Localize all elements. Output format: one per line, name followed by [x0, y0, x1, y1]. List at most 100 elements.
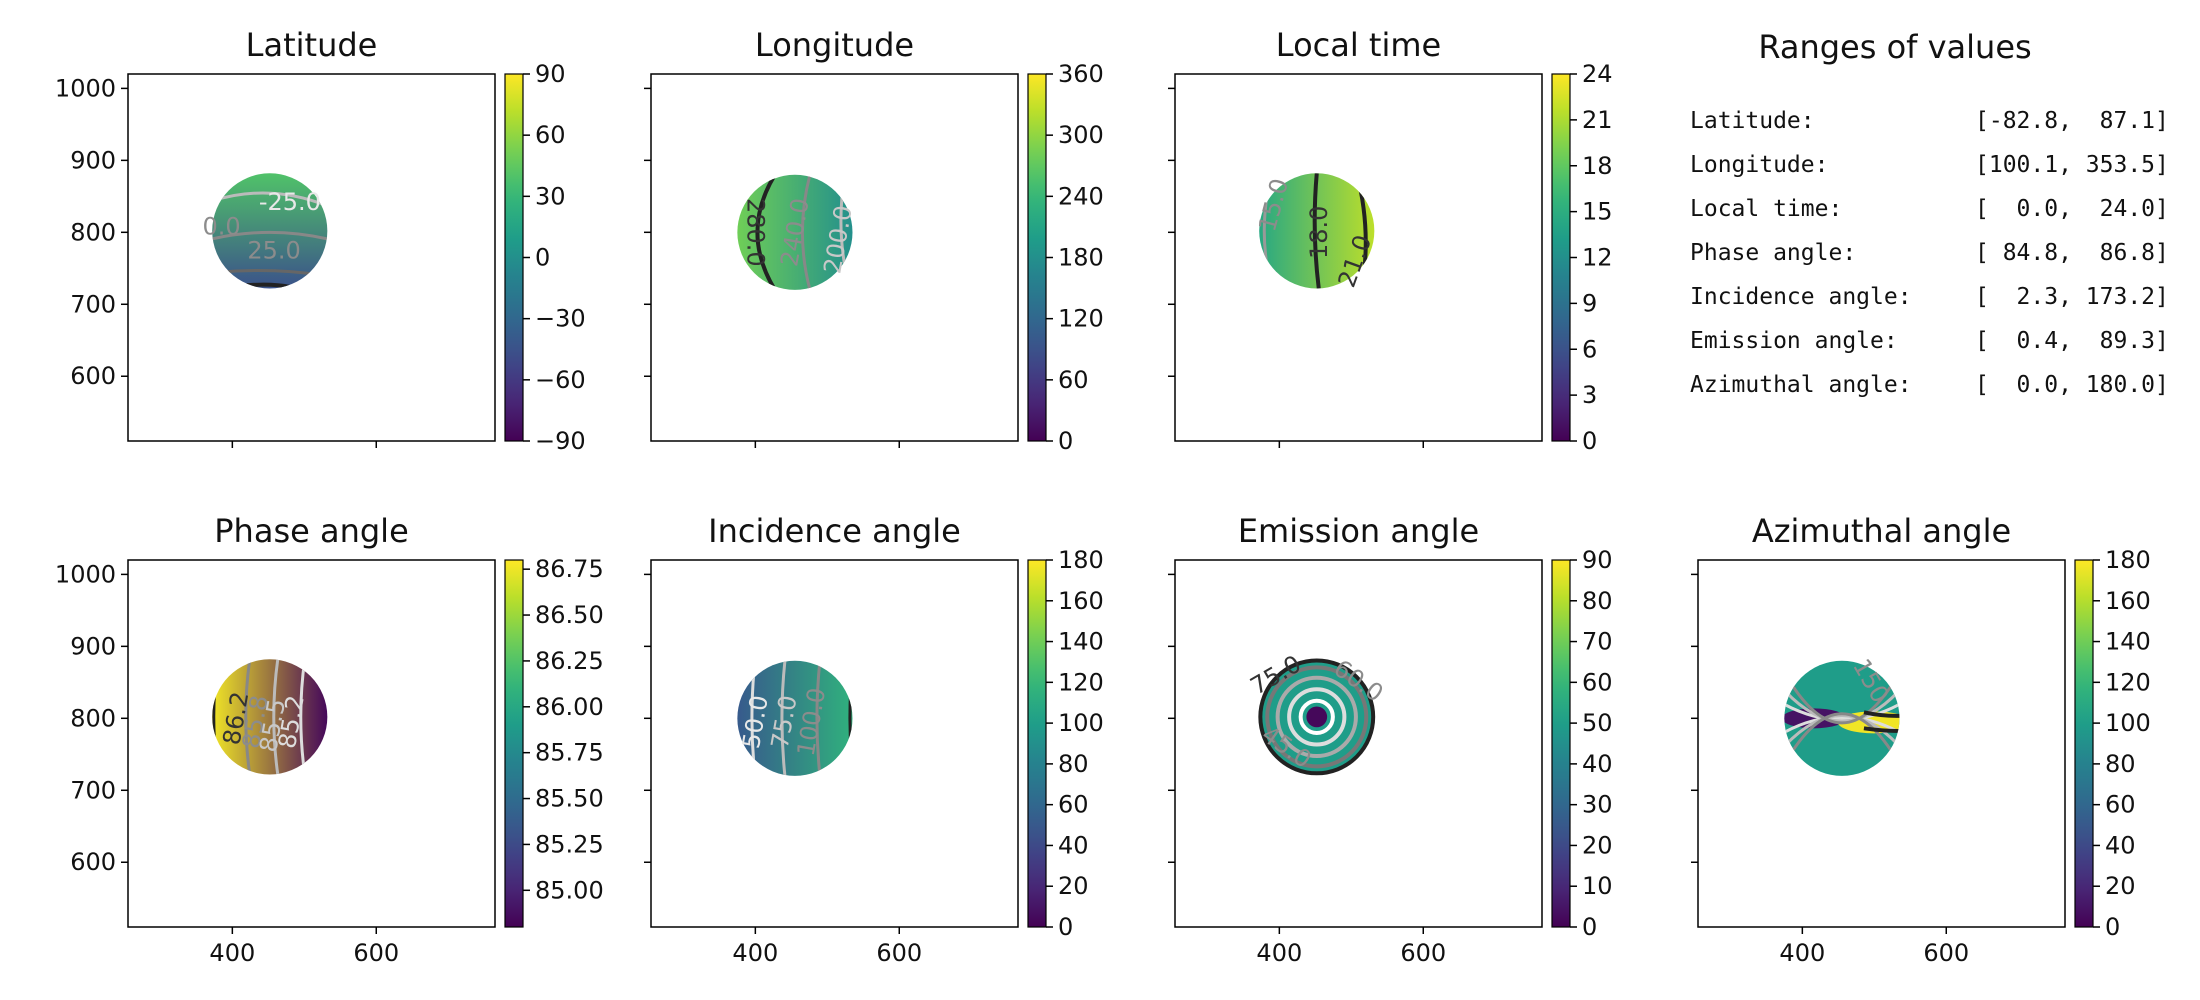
colorbar-tick-label: 100 — [2105, 709, 2151, 737]
colorbar — [1027, 559, 1047, 928]
colorbar-tick-label: 85.00 — [535, 876, 604, 904]
range-label: Longitude: — [1690, 152, 1829, 178]
x-tick-label: 400 — [1256, 939, 1302, 967]
contour-line — [1784, 712, 1900, 766]
colorbar-tick-label: 9 — [1582, 289, 1597, 317]
colorbar-tick-label: 40 — [2105, 831, 2136, 859]
colorbar-tick-label: 86.00 — [535, 693, 604, 721]
colorbar-tick-label: 15 — [1582, 198, 1613, 226]
ranges-title: Ranges of values — [1758, 28, 2032, 66]
y-tick-label: 800 — [70, 218, 116, 246]
colorbar-tick-label: 180 — [2105, 546, 2151, 574]
contour-line — [1312, 173, 1321, 289]
colorbar-tick-label: 6 — [1582, 335, 1597, 363]
disk-image — [212, 659, 328, 775]
y-tick-label: 1000 — [55, 560, 116, 588]
contour-line — [239, 282, 291, 289]
axes-frame — [1697, 559, 2066, 928]
colorbar-tick-label: 120 — [1058, 305, 1104, 333]
colorbar-tick-label: 80 — [2105, 750, 2136, 778]
emission-center — [1306, 706, 1328, 728]
range-value: [ 2.3, 173.2] — [1975, 284, 2169, 310]
colorbar — [1551, 73, 1571, 442]
colorbar-tick-label: 70 — [1582, 628, 1613, 656]
y-tick-label: 600 — [70, 362, 116, 390]
colorbar-tick-label: 40 — [1582, 750, 1613, 778]
range-row-incidence-angle: Incidence angle: [ 2.3, 173.2] — [1690, 284, 2190, 320]
colorbar-tick-label: −90 — [535, 427, 586, 455]
subplot-title: Longitude — [755, 26, 914, 64]
colorbar — [2074, 559, 2094, 928]
range-row-phase-angle: Phase angle: [ 84.8, 86.8] — [1690, 240, 2190, 276]
colorbar-tick-label: 90 — [535, 60, 566, 88]
y-tick-label: 900 — [70, 632, 116, 660]
axes-frame — [1174, 73, 1543, 442]
colorbar-tick-label: 60 — [2105, 791, 2136, 819]
colorbar-tick-label: 160 — [1058, 587, 1104, 615]
colorbar-tick-label: 85.25 — [535, 830, 604, 858]
x-tick-label: 600 — [1400, 939, 1446, 967]
colorbar-tick-label: 90 — [1582, 546, 1613, 574]
subplot-title: Latitude — [246, 26, 378, 64]
range-row-latitude: Latitude: [-82.8, 87.1] — [1690, 108, 2190, 144]
colorbar-tick-label: 30 — [535, 182, 566, 210]
colorbar-tick-label: 85.50 — [535, 785, 604, 813]
colorbar-tick-label: 60 — [535, 121, 566, 149]
range-label: Incidence angle: — [1690, 284, 1912, 310]
contour-label: 280.0 — [741, 198, 769, 267]
contour-line — [299, 659, 307, 775]
colorbar-tick-label: 86.75 — [535, 555, 604, 583]
colorbar-tick-label: 50 — [1582, 709, 1613, 737]
colorbar-tick-label: 160 — [2105, 587, 2151, 615]
colorbar-tick-label: 18 — [1582, 152, 1613, 180]
y-tick-label: 700 — [70, 290, 116, 318]
colorbar-tick-label: 24 — [1582, 60, 1613, 88]
colorbar-tick-label: 10 — [1582, 872, 1613, 900]
contour-label: 18.0 — [1305, 206, 1333, 259]
contour-line — [1265, 665, 1369, 769]
colorbar-tick-label: 80 — [1058, 750, 1089, 778]
colorbar-tick-label: 12 — [1582, 244, 1613, 272]
colorbar-tick-label: 100 — [1058, 709, 1104, 737]
colorbar-tick-label: 180 — [1058, 546, 1104, 574]
colorbar-tick-label: 140 — [2105, 628, 2151, 656]
range-label: Latitude: — [1690, 108, 1815, 134]
colorbar — [504, 73, 524, 442]
colorbar-tick-label: 0 — [535, 244, 550, 272]
contour-line — [272, 659, 280, 775]
subplot-title: Local time — [1276, 26, 1441, 64]
colorbar-tick-label: 140 — [1058, 628, 1104, 656]
y-tick-label: 600 — [70, 848, 116, 876]
subplot-title: Phase angle — [214, 512, 409, 550]
subplot-title: Emission angle — [1238, 512, 1479, 550]
colorbar-tick-label: 120 — [2105, 668, 2151, 696]
contour-line — [1784, 671, 1900, 725]
range-row-longitude: Longitude: [100.1, 353.5] — [1690, 152, 2190, 188]
colorbar-tick-label: 0 — [1058, 913, 1073, 941]
contour-line — [1275, 675, 1358, 759]
contour-label: 25.0 — [247, 236, 300, 264]
contour-line — [212, 191, 328, 208]
colorbar-tick-label: 240 — [1058, 182, 1104, 210]
subplot-title: Incidence angle — [708, 512, 961, 550]
axes-frame — [650, 559, 1019, 928]
colorbar-tick-label: 86.50 — [535, 601, 604, 629]
colorbar-tick-label: 0 — [1582, 427, 1597, 455]
y-tick-label: 900 — [70, 146, 116, 174]
contour-label: -25.0 — [259, 188, 321, 216]
contour-line — [1863, 710, 1900, 718]
azimuth-lobe-left — [1784, 708, 1846, 729]
x-tick-label: 600 — [1923, 939, 1969, 967]
range-label: Emission angle: — [1690, 328, 1898, 354]
subplot-latitude: Latitude-25.00.025.06007008009001000−90−… — [55, 26, 586, 455]
x-tick-label: 400 — [1779, 939, 1825, 967]
contour-line — [1784, 689, 1900, 723]
colorbar-tick-label: 0 — [1058, 427, 1073, 455]
colorbar-tick-label: 20 — [2105, 872, 2136, 900]
x-tick-label: 600 — [876, 939, 922, 967]
contour-line — [815, 660, 822, 776]
